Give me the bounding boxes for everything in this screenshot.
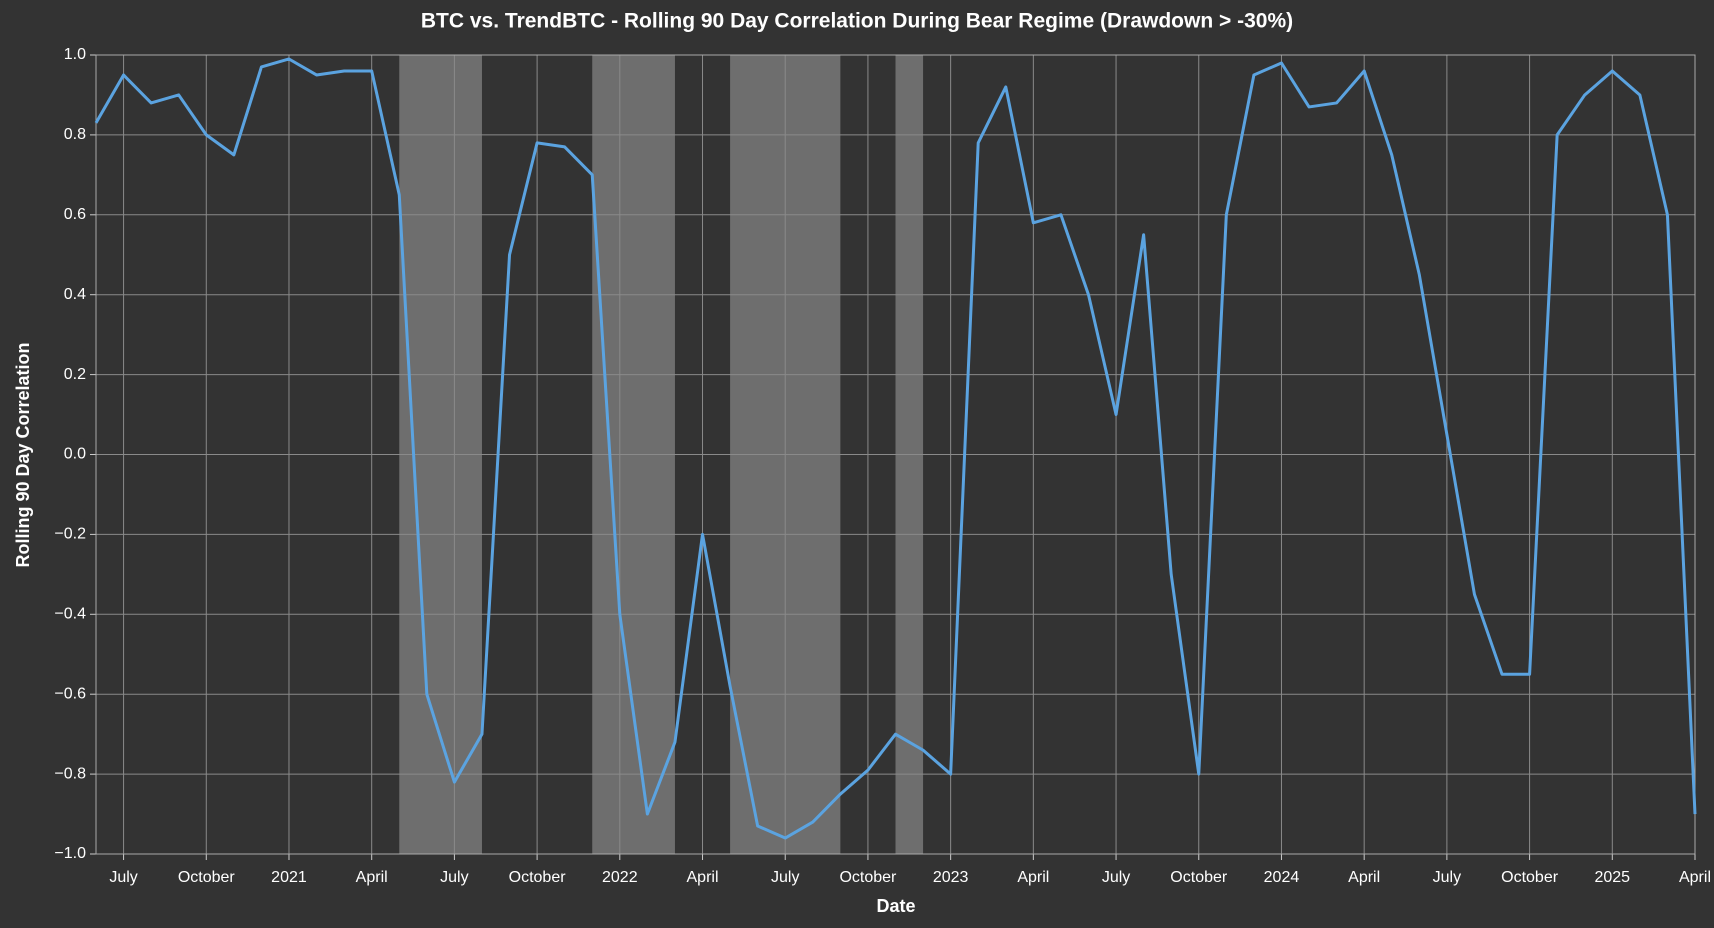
y-tick-label: −0.4 <box>54 606 86 623</box>
y-tick-label: 0.6 <box>64 206 86 223</box>
plot-frame <box>95 54 1696 855</box>
x-tick-label: October <box>509 869 567 886</box>
y-tick-label: 0.0 <box>64 446 86 463</box>
x-axis-label: Date <box>876 896 915 916</box>
y-tick-label: −1.0 <box>54 845 86 862</box>
y-tick-label: 0.2 <box>64 366 86 383</box>
x-tick-label: July <box>440 869 468 886</box>
y-tick-label: −0.2 <box>54 526 86 543</box>
y-tick-label: −0.6 <box>54 685 86 702</box>
x-tick-label: April <box>356 869 388 886</box>
x-tick-label: July <box>1433 869 1461 886</box>
y-tick-label: 0.8 <box>64 126 86 143</box>
x-tick-label: April <box>687 869 719 886</box>
y-tick-label: −0.8 <box>54 765 86 782</box>
x-tick-label: 2025 <box>1594 869 1630 886</box>
x-tick-label: October <box>839 869 897 886</box>
x-tick-label: April <box>1348 869 1380 886</box>
x-tick-label: October <box>1170 869 1228 886</box>
x-tick-label: 2022 <box>602 869 638 886</box>
x-tick-label: 2023 <box>933 869 969 886</box>
x-tick-label: April <box>1017 869 1049 886</box>
x-tick-label: July <box>1102 869 1130 886</box>
x-tick-label: 2024 <box>1264 869 1300 886</box>
chart-title: BTC vs. TrendBTC - Rolling 90 Day Correl… <box>421 10 1293 33</box>
correlation-line <box>94 57 1697 840</box>
y-axis-label: Rolling 90 Day Correlation <box>13 342 33 567</box>
y-tick-label: 1.0 <box>64 46 86 63</box>
x-tick-label: April <box>1679 869 1711 886</box>
x-tick-label: October <box>178 869 236 886</box>
x-tick-label: July <box>109 869 137 886</box>
x-tick-label: 2021 <box>271 869 307 886</box>
y-tick-label: 0.4 <box>64 286 86 303</box>
x-tick-label: October <box>1501 869 1559 886</box>
x-tick-label: July <box>771 869 799 886</box>
